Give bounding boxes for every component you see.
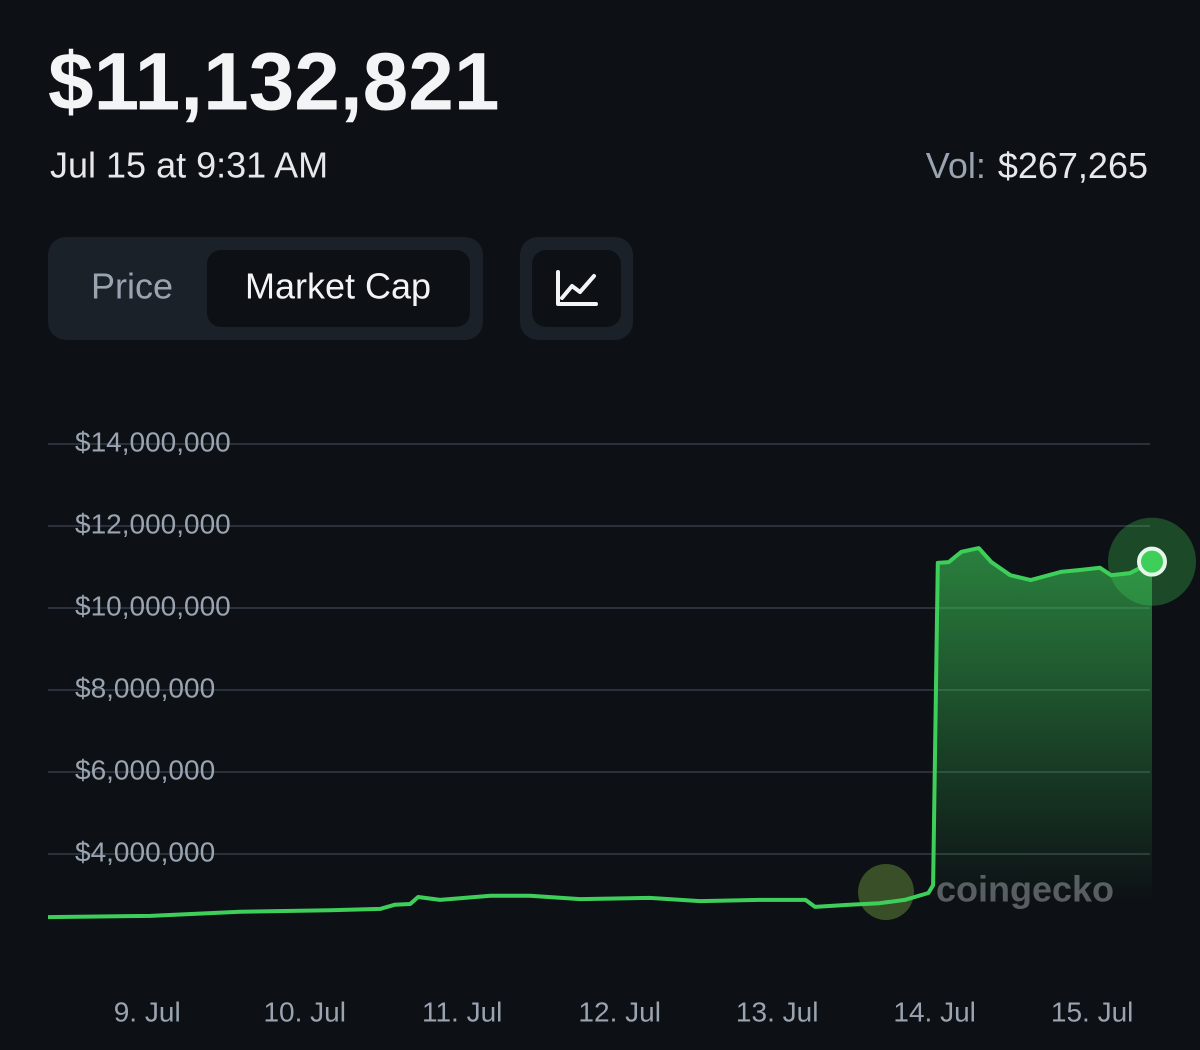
line — [47, 546, 1153, 920]
y-tick-label: $8,000,000 — [75, 672, 215, 703]
headline-value: $11,132,821 — [48, 37, 499, 128]
end-dot — [1137, 546, 1167, 577]
y-tick-label: $6,000,000 — [75, 754, 215, 785]
volume: Vol: $267,265 — [926, 145, 1148, 186]
x-tick-label: 14. Jul — [893, 996, 976, 1027]
plot: $14,000,000 $12,000,000 $10,000,000 $8,000,… — [47, 426, 1196, 1027]
x-tick-label: 13. Jul — [736, 996, 819, 1027]
y-tick-label: $4,000,000 — [75, 836, 215, 867]
y-tick-label: $10,000,000 — [75, 590, 231, 621]
x-tick-label: 11. Jul — [422, 996, 502, 1027]
tab-market-cap[interactable]: Market Cap — [245, 266, 431, 307]
line-chart-icon — [556, 270, 598, 306]
x-tick-label: 12. Jul — [578, 996, 661, 1027]
y-tick-label: $14,000,000 — [75, 426, 231, 457]
y-tick-label: $12,000,000 — [75, 508, 231, 539]
x-tick-label: 9. Jul — [114, 996, 181, 1027]
area — [48, 548, 1152, 936]
x-tick-label: 15. Jul — [1051, 996, 1134, 1027]
tab-price[interactable]: Price — [91, 266, 173, 307]
x-tick-label: 10. Jul — [263, 996, 346, 1027]
volume-value: $267,265 — [998, 145, 1148, 186]
volume-label: Vol: — [926, 145, 986, 186]
tab-active[interactable] — [207, 250, 470, 327]
timestamp: Jul 15 at 9:31 AM — [50, 145, 328, 186]
